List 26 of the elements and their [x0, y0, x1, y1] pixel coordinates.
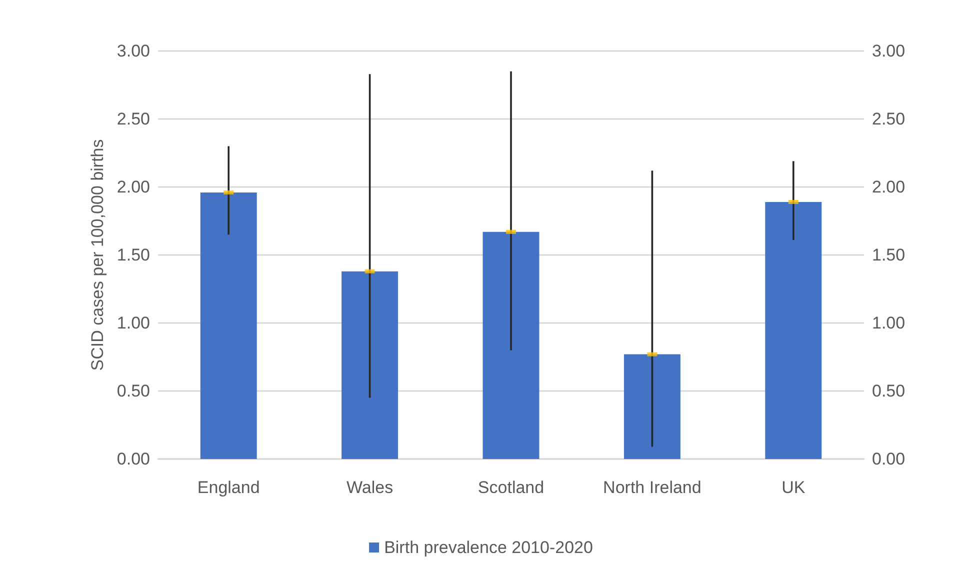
y-tick-label: 3.00	[116, 42, 150, 60]
y-tick-label: 0.50	[116, 382, 150, 400]
y-tick-label: 1.00	[116, 314, 150, 332]
x-tick-label: Wales	[346, 478, 394, 497]
legend-label: Birth prevalence 2010-2020	[384, 538, 593, 557]
y-axis-title: SCID cases per 100,000 births	[88, 139, 108, 371]
bar	[200, 192, 257, 459]
y-tick-label: 2.00	[116, 178, 150, 196]
bar	[765, 202, 822, 459]
y2-tick-label: 0.50	[872, 382, 906, 400]
y2-tick-label: 1.50	[872, 246, 906, 264]
y-tick-label: 0.00	[116, 450, 150, 468]
bar	[624, 354, 680, 459]
y-tick-label: 1.50	[116, 246, 150, 264]
y2-tick-label: 3.00	[872, 42, 906, 60]
x-tick-label: England	[197, 478, 260, 497]
x-tick-label: North Ireland	[603, 478, 702, 497]
bar	[482, 232, 540, 459]
bar	[342, 271, 398, 459]
y2-tick-label: 1.00	[872, 314, 906, 332]
x-tick-label: UK	[782, 478, 806, 497]
y-tick-label: 2.50	[116, 110, 150, 128]
x-tick-label: Scotland	[478, 478, 544, 497]
y2-tick-label: 2.00	[872, 178, 906, 196]
y2-tick-label: 2.50	[872, 110, 906, 128]
y2-tick-label: 0.00	[872, 450, 906, 468]
